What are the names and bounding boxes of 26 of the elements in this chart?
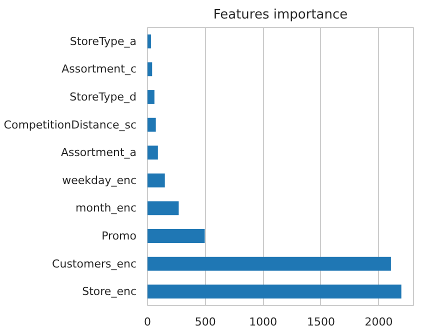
chart-title: Features importance <box>213 8 348 22</box>
bar <box>148 229 205 243</box>
x-tick-label: 500 <box>194 316 216 328</box>
bar <box>148 201 179 216</box>
bar <box>148 146 158 160</box>
bar <box>148 62 152 76</box>
bar <box>148 118 156 132</box>
y-tick-label: StoreType_a <box>70 34 137 48</box>
y-tick-label: Store_enc <box>82 285 137 298</box>
bar <box>148 90 154 104</box>
bar <box>148 284 402 299</box>
y-tick-label: weekday_enc <box>62 174 136 187</box>
y-tick-label: Assortment_a <box>60 146 136 160</box>
x-tick-label: 2000 <box>364 316 393 328</box>
bar <box>148 34 151 48</box>
x-tick-label: 0 <box>144 316 151 328</box>
x-tick-label: 1500 <box>306 316 335 328</box>
y-tick-label: CompetitionDistance_sc <box>4 118 137 132</box>
y-tick-label: Customers_enc <box>52 257 137 270</box>
bar <box>148 173 165 188</box>
y-tick-label: month_enc <box>76 202 137 215</box>
bar <box>148 256 391 271</box>
y-tick-label: Assortment_c <box>62 62 137 76</box>
x-tick-label: 1000 <box>249 316 278 328</box>
y-tick-label: Promo <box>102 230 137 242</box>
y-tick-label: StoreType_d <box>70 90 137 104</box>
